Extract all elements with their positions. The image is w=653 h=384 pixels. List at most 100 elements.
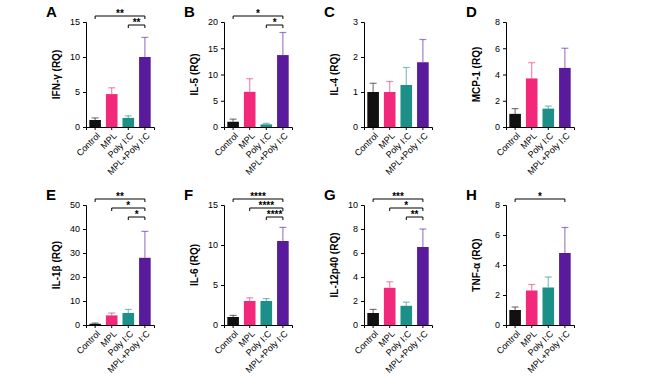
bar: [384, 92, 396, 127]
axis-line: [87, 128, 155, 131]
tick-label: 8: [495, 17, 500, 27]
tick-label: 10: [70, 52, 80, 62]
bar: [526, 78, 538, 127]
error-cap: [419, 228, 426, 229]
tick-label: 6: [495, 44, 500, 54]
panel: 05101520ControlMPLPoly I:CMPL+Poly I:CIL…: [184, 3, 293, 177]
panel: 02468ControlMPLPoly I:CMPL+Poly I:CTNF-α…: [466, 186, 575, 375]
error-bar: [279, 227, 286, 241]
error-whisker: [564, 48, 565, 68]
tick-label: 4: [495, 260, 500, 270]
error-whisker: [111, 88, 112, 94]
error-bar: [141, 231, 148, 257]
tick-mark: [95, 127, 96, 130]
axis-line: [225, 128, 293, 131]
tick: 15: [70, 17, 86, 27]
significance-label: *: [538, 191, 542, 202]
error-bar: [263, 299, 270, 301]
error-whisker: [282, 33, 283, 56]
plot-area: [367, 229, 428, 325]
tick-mark: [361, 22, 364, 23]
tick: 0: [213, 122, 224, 132]
tick-mark: [111, 127, 112, 130]
tick-label: 20: [208, 17, 218, 27]
bar: [277, 55, 289, 127]
tick: 6: [353, 248, 364, 258]
error-whisker: [144, 231, 145, 257]
tick-label: 6: [495, 230, 500, 240]
error-cap: [561, 227, 568, 228]
bar: [367, 313, 379, 325]
bar: [367, 92, 379, 127]
tick-mark: [83, 127, 86, 128]
panel-letter: B: [184, 3, 195, 20]
error-bar: [545, 106, 552, 109]
tick-mark: [221, 285, 224, 286]
bar: [139, 258, 151, 325]
error-bar: [141, 37, 148, 57]
tick-mark: [83, 57, 86, 58]
error-whisker: [144, 37, 145, 57]
tick-mark: [531, 127, 532, 130]
error-whisker: [531, 63, 532, 79]
y-axis: 051015: [208, 200, 225, 330]
axis-line: [507, 326, 575, 329]
error-whisker: [389, 282, 390, 288]
tick: 20: [208, 17, 224, 27]
y-axis: 02468: [495, 200, 507, 330]
tick-mark: [266, 127, 267, 130]
error-cap: [528, 62, 535, 63]
x-axis: ControlMPLPoly I:CMPL+Poly I:C: [212, 127, 292, 177]
panel-letter: H: [466, 186, 477, 203]
tick-mark: [361, 325, 364, 326]
axis-line: [361, 23, 365, 128]
significance-label: *: [126, 200, 130, 211]
error-bar: [246, 79, 253, 92]
tick: 4: [495, 70, 506, 80]
tick: MPL+Poly I:C: [526, 325, 573, 375]
tick-label: MPL+Poly I:C: [526, 130, 573, 177]
tick-label: 5: [213, 96, 218, 106]
bar: [417, 62, 429, 127]
error-bar: [108, 313, 115, 315]
plot-area: [227, 33, 288, 128]
error-bar: [512, 307, 519, 310]
tick-mark: [128, 325, 129, 328]
plot-area: [509, 48, 570, 127]
tick-mark: [83, 22, 86, 23]
tick-mark: [221, 205, 224, 206]
tick-mark: [564, 325, 565, 328]
tick-mark: [515, 325, 516, 328]
tick-mark: [361, 205, 364, 206]
tick-mark: [361, 277, 364, 278]
tick-mark: [503, 22, 506, 23]
tick: 30: [70, 248, 86, 258]
plot-area: [227, 227, 288, 325]
tick-label: 3: [353, 17, 358, 27]
error-cap: [386, 281, 393, 282]
x-axis: ControlMPLPoly I:CMPL+Poly I:C: [74, 127, 154, 177]
plot-area: [89, 231, 150, 325]
error-bar: [246, 298, 253, 301]
tick: 2: [353, 296, 364, 306]
tick-label: MPL+Poly I:C: [384, 328, 431, 375]
tick-label: 40: [70, 224, 80, 234]
tick-mark: [548, 325, 549, 328]
error-bar: [528, 285, 535, 291]
tick-label: MPL+Poly I:C: [384, 130, 431, 177]
tick-mark: [111, 325, 112, 328]
panel: 051015ControlMPLPoly I:CMPL+Poly I:CIL-6…: [184, 186, 293, 375]
x-axis: ControlMPLPoly I:CMPL+Poly I:C: [74, 325, 154, 375]
error-bar: [512, 109, 519, 114]
significance-label: ***: [392, 191, 404, 202]
error-bar: [125, 116, 132, 118]
tick-label: 0: [213, 122, 218, 132]
y-axis-title: TNF-α (RQ): [471, 238, 482, 291]
tick-mark: [548, 127, 549, 130]
panel: 051015ControlMPLPoly I:CMPL+Poly I:CIFN-…: [46, 3, 155, 177]
tick: 5: [213, 280, 224, 290]
tick: 0: [75, 122, 86, 132]
error-whisker: [531, 285, 532, 291]
tick-mark: [144, 325, 145, 328]
tick-mark: [406, 325, 407, 328]
